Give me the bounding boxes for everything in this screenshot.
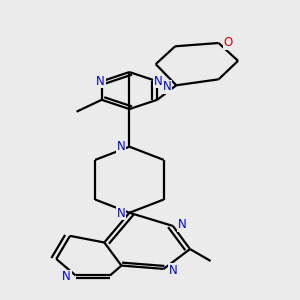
Text: N: N [169, 264, 177, 277]
Text: O: O [223, 37, 232, 50]
Text: N: N [117, 140, 126, 152]
Text: N: N [163, 80, 172, 93]
Text: N: N [154, 75, 163, 88]
Text: N: N [96, 75, 105, 88]
Text: N: N [178, 218, 186, 231]
Text: N: N [62, 270, 71, 283]
Text: N: N [117, 207, 126, 220]
